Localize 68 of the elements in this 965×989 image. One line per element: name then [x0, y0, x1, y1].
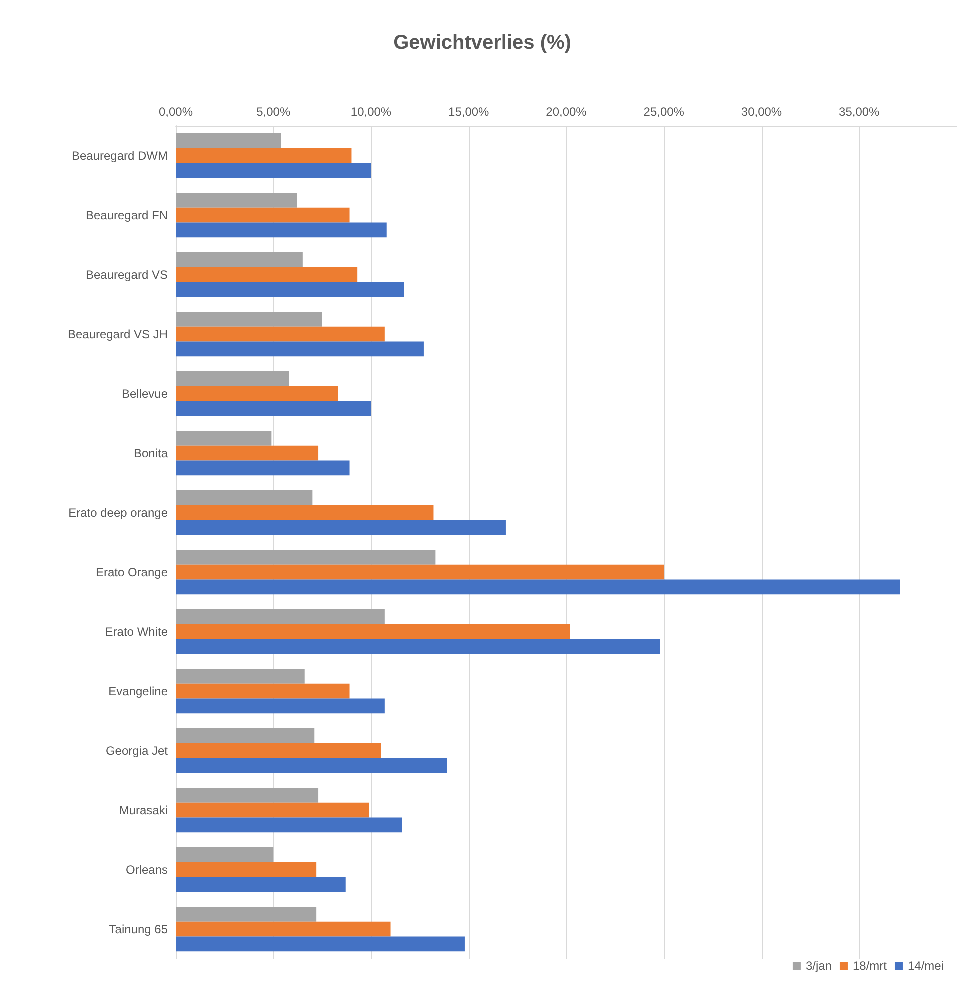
x-tick-label: 25,00% — [644, 105, 685, 119]
bar — [176, 282, 404, 298]
bar — [176, 430, 272, 446]
bar — [176, 936, 465, 952]
y-tick-label: Evangeline — [108, 684, 168, 698]
bar — [176, 401, 372, 416]
bar — [176, 684, 350, 699]
bar — [176, 208, 350, 223]
bar — [176, 743, 382, 758]
x-tick-label: 10,00% — [350, 105, 392, 119]
y-tick-label: Tainung 65 — [109, 922, 168, 936]
x-tick-label: 30,00% — [741, 105, 782, 119]
bar — [176, 446, 319, 461]
bar — [176, 609, 385, 624]
bar — [176, 371, 290, 386]
legend-label: 18/mrt — [852, 959, 888, 973]
bar — [176, 758, 448, 774]
y-tick-label: Erato White — [105, 624, 168, 639]
bar — [176, 818, 402, 833]
y-tick-label: Murasaki — [119, 803, 168, 818]
bar — [176, 788, 319, 803]
bar — [176, 342, 424, 357]
y-tick-label: Georgia Jet — [106, 744, 169, 758]
bar — [176, 698, 385, 714]
x-tick-label: 5,00% — [256, 105, 291, 119]
x-tick-label: 20,00% — [546, 105, 588, 119]
bar — [176, 564, 664, 580]
bar — [176, 862, 317, 878]
y-tick-label: Beauregard DWM — [72, 148, 168, 163]
y-tick-label: Beauregard FN — [86, 208, 168, 222]
bar — [176, 460, 350, 476]
bar — [176, 877, 346, 892]
x-tick-label: 0,00% — [158, 105, 194, 119]
bar — [176, 386, 338, 402]
x-tick-label: 35,00% — [839, 105, 880, 119]
bar — [176, 639, 660, 654]
bar — [176, 192, 298, 208]
bar — [176, 668, 305, 684]
bar — [176, 490, 313, 506]
bar — [176, 505, 434, 520]
bar — [176, 580, 900, 595]
bar — [176, 222, 387, 238]
bar — [176, 133, 282, 148]
bar — [176, 847, 274, 862]
bar — [176, 312, 322, 327]
bar — [176, 252, 303, 268]
bar — [176, 802, 370, 818]
bar — [176, 148, 352, 164]
legend-label: 3/jan — [806, 959, 832, 973]
bar — [176, 520, 506, 536]
bar — [176, 550, 436, 565]
x-tick-label: 15,00% — [448, 105, 490, 119]
y-tick-label: Bellevue — [122, 386, 168, 401]
bar — [176, 624, 570, 640]
bar — [176, 267, 358, 282]
bar — [176, 922, 391, 937]
y-tick-label: Bonita — [134, 446, 168, 460]
y-tick-label: Erato Orange — [96, 565, 168, 580]
legend-label: 14/mei — [908, 959, 944, 973]
y-tick-label: Erato deep orange — [68, 506, 168, 520]
bar — [176, 163, 372, 178]
bar — [176, 906, 317, 922]
y-tick-label: Beauregard VS JH — [68, 327, 168, 342]
bar — [176, 728, 315, 744]
y-tick-label: Beauregard VS — [86, 268, 168, 282]
chart-title: Gewichtverlies (%) — [394, 32, 572, 54]
y-tick-label: Orleans — [126, 862, 168, 877]
bar — [176, 326, 385, 342]
